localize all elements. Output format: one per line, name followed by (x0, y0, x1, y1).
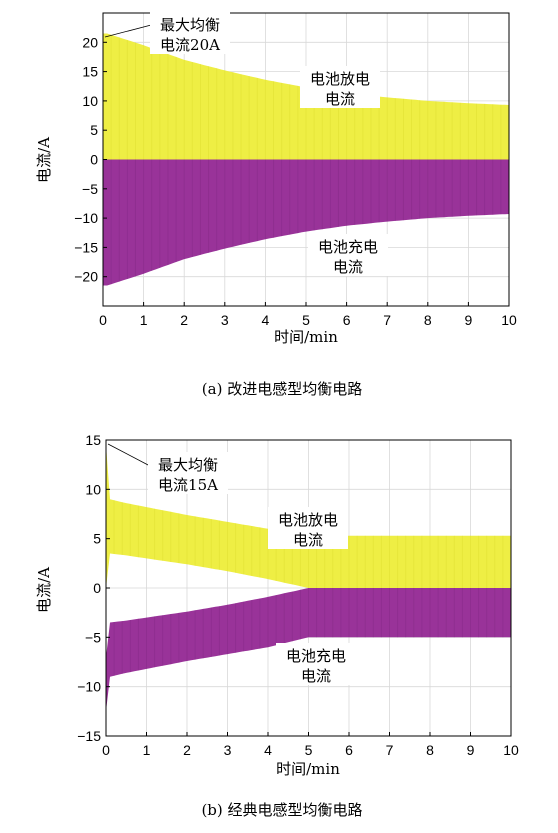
chart-b-caption: (b) 经典电感型均衡电路 (201, 801, 362, 819)
b-series-charge (106, 588, 511, 712)
chart-b-discharge-label-bg (268, 507, 348, 549)
b-y-tick-label--5: −5 (85, 629, 101, 645)
a-x-tick-label-1: 1 (140, 312, 148, 328)
chart-b-discharge-line1: 电池放电 (278, 511, 338, 529)
chart-b-y-axis-label: 电流/A (35, 567, 53, 613)
b-x-tick-label-3: 3 (224, 742, 232, 758)
chart-a-max-current-line1: 最大均衡 (160, 16, 220, 34)
b-x-tick-label-10: 10 (503, 742, 519, 758)
b-y-tick-label--15: −15 (77, 728, 101, 744)
b-x-tick-label-2: 2 (183, 742, 191, 758)
a-y-tick-label-5: 5 (90, 122, 98, 138)
a-x-tick-label-8: 8 (424, 312, 432, 328)
a-y-tick-label-15: 15 (82, 64, 98, 80)
a-x-tick-label-7: 7 (383, 312, 391, 328)
b-x-tick-label-1: 1 (143, 742, 151, 758)
a-x-tick-label-3: 3 (221, 312, 229, 328)
b-y-tick-label-5: 5 (93, 531, 101, 547)
b-y-tick-label-10: 10 (85, 481, 101, 497)
chart-b-x-ticks: 0 1 2 3 4 5 6 7 8 9 10 (102, 732, 519, 758)
chart-b-max-current-label-bg (148, 452, 228, 494)
a-y-tick-label--10: −10 (74, 210, 98, 226)
chart-b-charge-line1: 电池充电 (286, 647, 346, 665)
b-x-tick-label-4: 4 (264, 742, 272, 758)
a-x-tick-label-0: 0 (99, 312, 107, 328)
chart-a-charge-line2: 电流 (333, 258, 363, 276)
b-y-tick-label-0: 0 (93, 580, 101, 596)
b-y-tick-label--10: −10 (77, 679, 101, 695)
a-y-tick-label-0: 0 (90, 152, 98, 168)
chart-b-marks (105, 444, 512, 712)
b-series-discharge (106, 444, 511, 588)
chart-b-charge-line2: 电流 (301, 667, 331, 685)
chart-a-caption: (a) 改进电感型均衡电路 (202, 380, 362, 398)
chart-b-charge-label-bg (276, 643, 356, 685)
chart-a-y-ticks: −20 −15 −10 −5 0 5 10 15 20 (74, 34, 107, 285)
a-y-tick-label-10: 10 (82, 93, 98, 109)
b-x-tick-label-5: 5 (305, 742, 313, 758)
chart-a-x-axis-label: 时间/min (274, 328, 338, 346)
chart-b-max-current-leader (107, 443, 151, 467)
a-x-tick-label-5: 5 (302, 312, 310, 328)
chart-b-x-axis-label: 时间/min (276, 760, 340, 778)
chart-a-discharge-label-bg (300, 66, 380, 108)
a-x-tick-label-4: 4 (262, 312, 270, 328)
a-y-tick-label-20: 20 (82, 34, 98, 50)
a-y-tick-label--15: −15 (74, 239, 98, 255)
chart-b-max-current-line1: 最大均衡 (158, 456, 218, 474)
b-x-tick-label-6: 6 (345, 742, 353, 758)
b-x-tick-label-0: 0 (102, 742, 110, 758)
b-y-tick-label-15: 15 (85, 432, 101, 448)
a-y-tick-label--5: −5 (82, 181, 98, 197)
chart-b-y-ticks: −15 −10 −5 0 5 10 15 (77, 432, 110, 744)
a-x-tick-label-10: 10 (501, 312, 517, 328)
chart-a-max-current-line2: 电流20A (160, 36, 220, 54)
b-x-tick-label-8: 8 (426, 742, 434, 758)
b-x-tick-label-9: 9 (467, 742, 475, 758)
b-series-discharge-texture (105, 444, 512, 588)
chart-a-max-current-leader (104, 23, 156, 38)
chart-b-discharge-line2: 电流 (293, 531, 323, 549)
chart-a-y-axis-label: 电流/A (35, 137, 53, 183)
chart-a-discharge-line2: 电流 (325, 90, 355, 108)
a-y-tick-label--20: −20 (74, 269, 98, 285)
chart-a-charge-label-bg (308, 234, 388, 276)
a-x-tick-label-9: 9 (465, 312, 473, 328)
a-series-charge (103, 159, 509, 286)
chart-b-max-current-line2: 电流15A (158, 476, 218, 494)
a-x-tick-label-6: 6 (343, 312, 351, 328)
chart-a-x-ticks: 0 1 2 3 4 5 6 7 8 9 10 (99, 302, 517, 328)
chart-a-discharge-line1: 电池放电 (310, 70, 370, 88)
chart-a-max-current-label-bg (150, 12, 230, 54)
b-x-tick-label-7: 7 (386, 742, 394, 758)
a-x-tick-label-2: 2 (180, 312, 188, 328)
chart-a-charge-line1: 电池充电 (318, 238, 378, 256)
